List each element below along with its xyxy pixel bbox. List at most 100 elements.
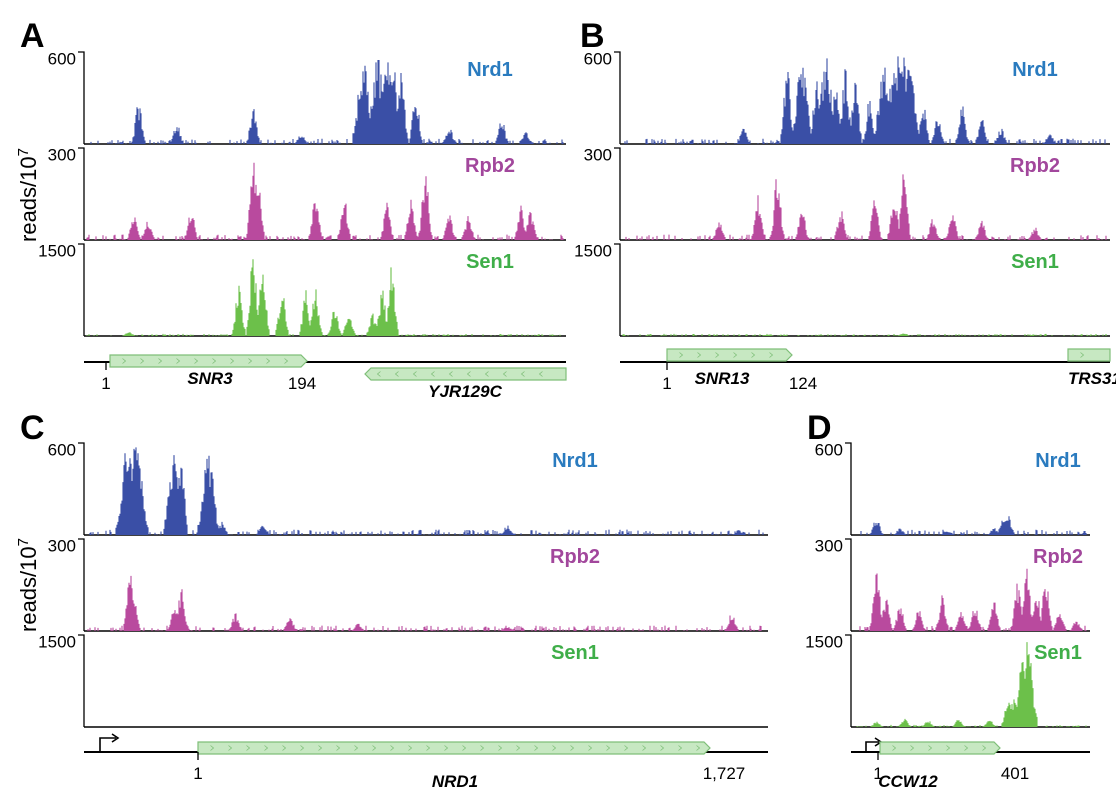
track-ymax-label: 600 bbox=[815, 440, 843, 459]
panel-letter-b: B bbox=[580, 17, 605, 55]
track-scale-bracket bbox=[78, 147, 85, 240]
track-rpb2: 300 Rpb2 bbox=[584, 145, 1110, 241]
gene-snr3: SNR3 1 194 bbox=[101, 354, 316, 393]
strand-chevron-icon bbox=[624, 745, 629, 751]
track-ymax-label: 300 bbox=[815, 536, 843, 555]
gene-body bbox=[879, 741, 1001, 755]
strand-chevron-icon bbox=[466, 371, 471, 377]
signal-sen1 bbox=[622, 333, 1107, 336]
strand-chevron-icon bbox=[769, 352, 774, 358]
gene-yjr129c: YJR129C bbox=[364, 367, 567, 401]
track-ymax-label: 1500 bbox=[574, 241, 612, 260]
gene-end-coord: 194 bbox=[288, 374, 316, 393]
strand-chevron-icon bbox=[696, 745, 701, 751]
gene-start-coord: 1 bbox=[873, 764, 882, 783]
strand-chevron-icon bbox=[697, 352, 702, 358]
signal-bars bbox=[625, 174, 1107, 240]
strand-chevron-icon bbox=[642, 745, 647, 751]
strand-chevron-icon bbox=[394, 371, 399, 377]
track-name-rpb2: Rpb2 bbox=[465, 155, 515, 177]
signal-bars bbox=[856, 642, 1087, 727]
strand-chevron-icon bbox=[679, 352, 684, 358]
track-name-nrd1: Nrd1 bbox=[1035, 450, 1081, 472]
strand-chevron-icon bbox=[426, 745, 431, 751]
track-rpb2: 300 Rpb2 bbox=[48, 536, 768, 632]
strand-chevron-icon bbox=[354, 745, 359, 751]
tss-arrow-icon bbox=[865, 741, 879, 752]
signal-rpb2 bbox=[625, 174, 1107, 240]
track-name-sen1: Sen1 bbox=[1011, 251, 1059, 273]
strand-chevron-icon bbox=[982, 745, 987, 751]
strand-chevron-icon bbox=[212, 358, 217, 364]
track-ymax-label: 300 bbox=[48, 145, 76, 164]
track-sen1: 1500 Sen1 bbox=[38, 241, 566, 337]
track-name-rpb2: Rpb2 bbox=[1010, 155, 1060, 177]
track-name-rpb2: Rpb2 bbox=[550, 546, 600, 568]
y-axis-label: reads/107 bbox=[15, 538, 41, 632]
tss-arrowhead-icon bbox=[111, 733, 120, 743]
strand-chevron-icon bbox=[462, 745, 467, 751]
signal-bars bbox=[859, 568, 1087, 631]
strand-chevron-icon bbox=[484, 371, 489, 377]
tss-arrow-icon bbox=[99, 737, 116, 752]
panel-letter-c: C bbox=[20, 409, 45, 447]
strand-chevron-icon bbox=[376, 371, 381, 377]
strand-chevron-icon bbox=[538, 371, 543, 377]
gene-body bbox=[1067, 348, 1111, 362]
strand-chevron-icon bbox=[210, 745, 215, 751]
strand-chevron-icon bbox=[715, 352, 720, 358]
signal-bars bbox=[87, 575, 762, 631]
gene-body bbox=[666, 348, 793, 362]
strand-chevron-icon bbox=[928, 745, 933, 751]
track-scale-bracket bbox=[614, 51, 621, 144]
signal-bars bbox=[89, 447, 764, 535]
gene-end-coord: 1,727 bbox=[703, 764, 746, 783]
strand-chevron-icon bbox=[284, 358, 289, 364]
signal-nrd1 bbox=[89, 447, 764, 535]
track-name-rpb2: Rpb2 bbox=[1033, 546, 1083, 568]
gene-trs31: TRS31 bbox=[1067, 348, 1116, 388]
signal-bars bbox=[90, 60, 564, 144]
track-rpb2: 300 Rpb2 bbox=[815, 536, 1090, 632]
gene-name: SNR3 bbox=[187, 369, 233, 388]
strand-chevron-icon bbox=[448, 371, 453, 377]
track-scale-bracket bbox=[614, 243, 621, 336]
strand-chevron-icon bbox=[140, 358, 145, 364]
signal-bars bbox=[86, 162, 564, 240]
track-sen1: 1500 Sen1 bbox=[574, 241, 1110, 337]
strand-chevron-icon bbox=[412, 371, 417, 377]
gene-name: CCW12 bbox=[878, 772, 938, 791]
strand-chevron-icon bbox=[122, 358, 127, 364]
gene-body bbox=[197, 741, 711, 755]
strand-chevron-icon bbox=[570, 745, 575, 751]
strand-chevron-icon bbox=[678, 745, 683, 751]
signal-sen1 bbox=[856, 642, 1087, 727]
strand-chevron-icon bbox=[502, 371, 507, 377]
track-name-nrd1: Nrd1 bbox=[552, 450, 598, 472]
strand-chevron-icon bbox=[408, 745, 413, 751]
strand-chevron-icon bbox=[910, 745, 915, 751]
track-scale-bracket bbox=[78, 51, 85, 144]
gene-snr13: SNR13 1 124 bbox=[662, 348, 817, 393]
gene-body bbox=[364, 367, 567, 381]
strand-chevron-icon bbox=[266, 358, 271, 364]
signal-nrd1 bbox=[90, 60, 564, 144]
signal-bars bbox=[622, 333, 1107, 336]
y-axis-label: reads/107 bbox=[15, 148, 41, 242]
gene-nrd1: NRD1 1 1,727 bbox=[193, 741, 746, 791]
track-scale-bracket bbox=[78, 243, 85, 336]
track-ymax-label: 600 bbox=[48, 440, 76, 459]
strand-chevron-icon bbox=[246, 745, 251, 751]
strand-chevron-icon bbox=[892, 745, 897, 751]
signal-nrd1 bbox=[624, 56, 1106, 144]
strand-chevron-icon bbox=[336, 745, 341, 751]
track-nrd1: 600 Nrd1 bbox=[48, 440, 768, 536]
track-sen1: 1500 Sen1 bbox=[805, 632, 1090, 728]
strand-chevron-icon bbox=[964, 745, 969, 751]
track-ymax-label: 1500 bbox=[38, 241, 76, 260]
